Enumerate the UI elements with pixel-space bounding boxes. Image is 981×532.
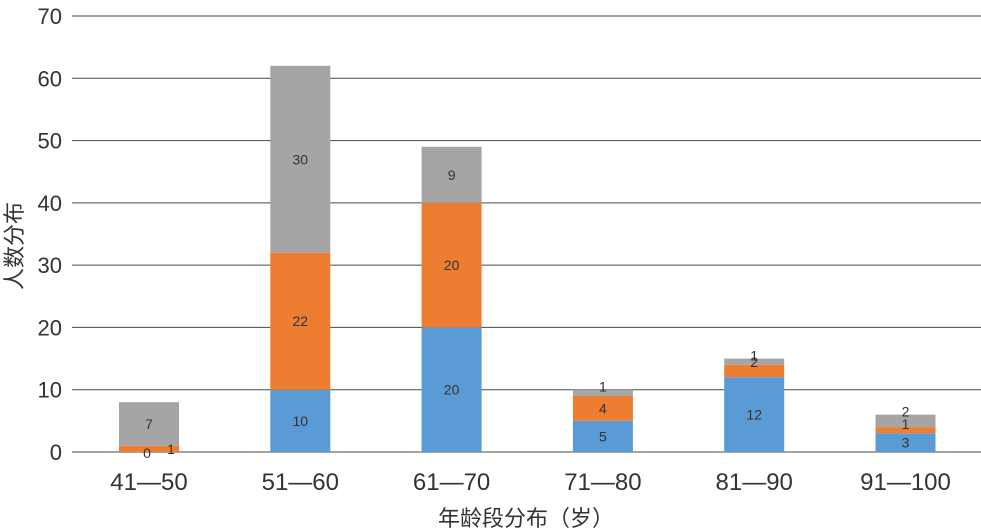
data-label: 30	[293, 151, 309, 167]
bar-series-blue-2	[421, 327, 482, 452]
data-label: 1	[902, 416, 910, 432]
y-tick-label: 50	[38, 129, 62, 154]
x-tick-label: 91—100	[860, 469, 951, 496]
y-axis-title: 人数分布	[3, 202, 28, 290]
y-tick-label: 10	[38, 378, 62, 403]
bar-series-orange-0	[119, 445, 179, 452]
data-label: 7	[145, 416, 153, 432]
bar-series-blue-5	[875, 433, 936, 452]
data-label: 2	[902, 404, 910, 420]
data-label: 1	[750, 348, 758, 364]
y-tick-label: 30	[38, 253, 62, 278]
bar-series-blue-4	[724, 377, 785, 452]
data-label: 22	[293, 313, 309, 329]
bar-series-gray-3	[572, 389, 633, 396]
data-label: 5	[599, 428, 607, 444]
data-label: 10	[293, 413, 309, 429]
data-label: 1	[167, 441, 175, 457]
y-tick-label: 0	[50, 440, 62, 465]
data-label: 3	[902, 435, 910, 451]
data-label: 0	[143, 445, 151, 461]
data-label: 9	[448, 167, 456, 183]
y-tick-label: 20	[38, 315, 62, 340]
x-tick-label: 51—60	[262, 469, 339, 496]
bar-series-orange-4	[724, 364, 785, 378]
bars	[119, 65, 936, 452]
y-axis-ticks: 0 10 20 30 40 50 60 70	[38, 4, 62, 465]
data-label: 12	[746, 407, 762, 423]
data-label: 1	[599, 379, 607, 395]
bar-series-blue-1	[270, 389, 331, 452]
bar-series-gray-5	[875, 414, 936, 428]
x-tick-label: 61—70	[413, 469, 490, 496]
gridlines	[72, 15, 981, 453]
data-label: 20	[444, 257, 460, 273]
bar-series-orange-2	[421, 202, 482, 328]
y-tick-label: 60	[38, 66, 62, 91]
bar-series-gray-2	[421, 146, 482, 203]
x-axis-title: 年龄段分布（岁）	[438, 507, 614, 532]
data-label: 4	[599, 400, 607, 416]
bar-series-gray-4	[724, 358, 785, 365]
bar-series-orange-3	[572, 395, 633, 421]
x-axis-ticks: 41—50 51—60 61—70 71—80 81—90 91—100	[110, 469, 951, 496]
bar-series-orange-1	[270, 252, 331, 390]
y-tick-label: 70	[38, 4, 62, 29]
x-tick-label: 71—80	[564, 469, 641, 496]
bar-series-orange-5	[875, 427, 936, 434]
y-tick-label: 40	[38, 191, 62, 216]
data-label: 20	[444, 382, 460, 398]
bar-series-blue-3	[572, 420, 633, 452]
data-label: 2	[750, 354, 758, 370]
bar-series-gray-0	[119, 402, 179, 446]
bar-series-gray-1	[270, 65, 331, 253]
x-tick-label: 81—90	[716, 469, 793, 496]
x-tick-label: 41—50	[110, 469, 187, 496]
